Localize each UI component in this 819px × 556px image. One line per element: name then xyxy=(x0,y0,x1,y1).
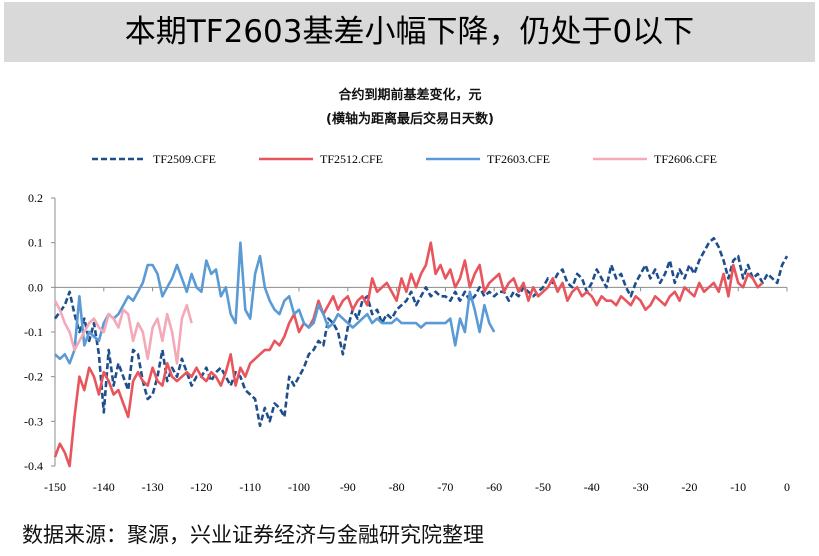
x-tick-label: 0 xyxy=(784,480,790,494)
y-tick-label: 0.2 xyxy=(28,191,43,205)
x-tick-label: -100 xyxy=(288,480,310,494)
legend-label: TF2606.CFE xyxy=(654,152,717,166)
legend-label: TF2509.CFE xyxy=(153,152,216,166)
y-tick-label: 0.0 xyxy=(28,280,43,294)
y-tick-label: -0.2 xyxy=(24,370,43,384)
x-tick-label: -150 xyxy=(44,480,66,494)
legend-label: TF2603.CFE xyxy=(487,152,550,166)
x-tick-label: -50 xyxy=(535,480,551,494)
x-tick-label: -90 xyxy=(340,480,356,494)
chart-subtitle: (横轴为距离最后交易日天数) xyxy=(326,111,494,127)
y-tick-label: -0.3 xyxy=(24,414,43,428)
y-tick-label: -0.4 xyxy=(24,459,43,473)
x-tick-label: -10 xyxy=(730,480,746,494)
series-line-tf2512-cfe xyxy=(53,241,764,468)
x-tick-label: -140 xyxy=(93,480,115,494)
legend-label: TF2512.CFE xyxy=(320,152,383,166)
series-line-tf2606-cfe xyxy=(53,300,193,365)
series-layer xyxy=(53,236,789,468)
source-note: 数据来源：聚源，兴业证券经济与金融研究院整理 xyxy=(22,523,484,547)
axes: 0.2 0.1 0.0 -0.1 -0.2 -0.3 -0.4-150 -140 -130 -12… xyxy=(24,191,790,494)
series-line-tf2603-cfe xyxy=(54,241,496,365)
x-tick-label: -20 xyxy=(681,480,697,494)
x-tick-label: -130 xyxy=(142,480,164,494)
x-tick-label: -80 xyxy=(389,480,405,494)
title-banner: 本期TF2603基差小幅下降，仍处于0以下 xyxy=(4,2,815,62)
chart-title: 合约到期前基差变化，元 xyxy=(338,87,481,103)
x-tick-label: -30 xyxy=(633,480,649,494)
x-tick-label: -70 xyxy=(437,480,453,494)
y-tick-label: -0.1 xyxy=(24,325,43,339)
x-tick-label: -110 xyxy=(239,480,261,494)
x-tick-label: -120 xyxy=(190,480,212,494)
chart: 合约到期前基差变化，元 (横轴为距离最后交易日天数) TF2509.CFE TF2… xyxy=(24,87,790,494)
page-title: 本期TF2603基差小幅下降，仍处于0以下 xyxy=(124,14,695,50)
x-tick-label: -60 xyxy=(486,480,502,494)
legend: TF2509.CFE TF2512.CFE TF2603.CFE TF2606.CFE xyxy=(92,152,717,166)
x-tick-label: -40 xyxy=(584,480,600,494)
series-line-tf2509-cfe xyxy=(53,236,789,428)
y-tick-label: 0.1 xyxy=(28,236,43,250)
